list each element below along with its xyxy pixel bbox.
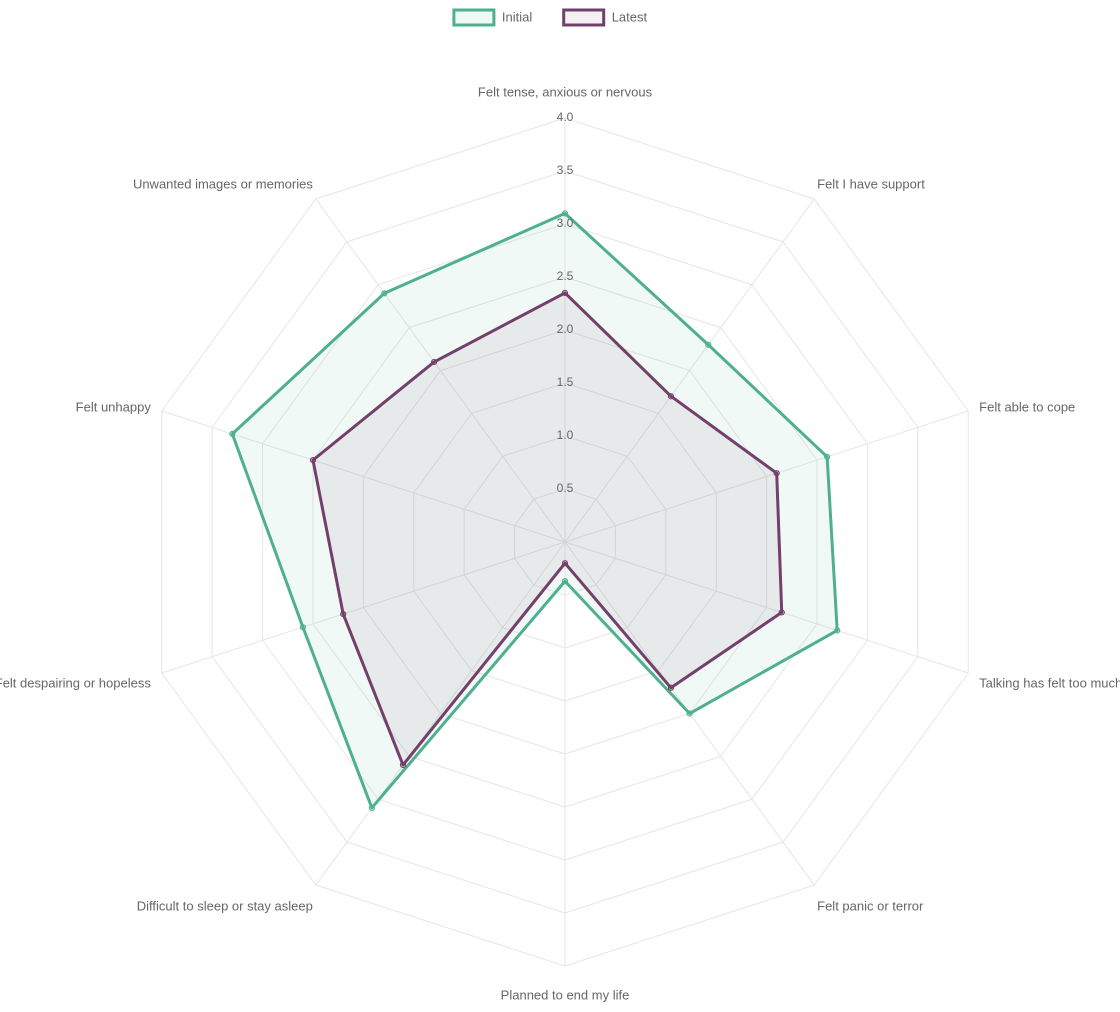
series-point-initial[interactable] <box>381 290 388 297</box>
series-point-latest[interactable] <box>667 684 675 691</box>
legend-swatch <box>562 8 606 27</box>
tick-label: 0.5 <box>557 481 574 495</box>
legend-label: Latest <box>612 9 648 24</box>
axis-label: Felt I have support <box>817 177 925 192</box>
series-point-latest[interactable] <box>431 358 438 366</box>
axis-label: Felt panic or terror <box>817 898 924 913</box>
tick-label: 3.5 <box>557 163 574 177</box>
radar-series <box>229 210 841 811</box>
axis-label: Talking has felt too much <box>979 675 1120 690</box>
legend-item-latest[interactable]: Latest <box>562 8 648 27</box>
axis-label: Felt unhappy <box>76 400 152 415</box>
legend-label: Initial <box>502 9 532 24</box>
tick-label: 3.0 <box>557 216 574 230</box>
grid-spoke <box>315 541 566 886</box>
series-point-initial[interactable] <box>561 210 569 217</box>
series-point-initial[interactable] <box>705 341 712 348</box>
grid-spoke <box>315 198 566 543</box>
axis-labels: Felt tense, anxious or nervous Felt I hav… <box>0 84 1120 1002</box>
series-point-initial[interactable] <box>229 430 236 438</box>
series-point-latest[interactable] <box>340 610 347 618</box>
grid-spoke <box>161 410 566 543</box>
chart-legend: Initial Latest <box>452 8 648 27</box>
series-point-latest[interactable] <box>667 393 675 400</box>
series-area-initial <box>230 211 839 810</box>
axis-label: Planned to end my life <box>501 987 630 1002</box>
axis-label: Felt able to cope <box>979 400 1075 415</box>
series-point-initial[interactable] <box>824 453 831 460</box>
series-area-latest <box>311 291 784 767</box>
legend-swatch <box>452 8 496 27</box>
tick-label: 1.0 <box>557 428 574 442</box>
series-point-latest[interactable] <box>773 470 780 477</box>
tick-label: 1.5 <box>557 375 574 389</box>
tick-labels: 0.5 1.0 1.5 2.0 2.5 3.0 3.5 4.0 <box>557 110 574 495</box>
series-point-latest[interactable] <box>778 609 785 616</box>
grid-spoke <box>564 410 969 543</box>
series-point-latest[interactable] <box>561 560 569 567</box>
series-point-initial[interactable] <box>299 624 306 631</box>
axis-label: Unwanted images or memories <box>133 177 313 192</box>
grid-spoke <box>161 541 566 674</box>
tick-label: 4.0 <box>557 110 574 124</box>
axis-label: Felt despairing or hopeless <box>0 675 151 690</box>
series-point-initial[interactable] <box>561 578 569 585</box>
legend-item-initial[interactable]: Initial <box>452 8 532 27</box>
series-point-latest[interactable] <box>561 289 569 296</box>
series-point-latest[interactable] <box>399 761 407 769</box>
series-point-initial[interactable] <box>686 710 693 717</box>
series-point-initial[interactable] <box>834 627 841 634</box>
series-point-initial[interactable] <box>368 804 375 811</box>
grid-spoke <box>564 541 969 674</box>
axis-label: Felt tense, anxious or nervous <box>478 84 653 99</box>
axis-label: Difficult to sleep or stay asleep <box>137 898 313 913</box>
tick-label: 2.5 <box>557 269 574 283</box>
series-point-latest[interactable] <box>309 457 317 464</box>
tick-label: 2.0 <box>557 322 574 336</box>
grid-spoke <box>564 198 815 543</box>
